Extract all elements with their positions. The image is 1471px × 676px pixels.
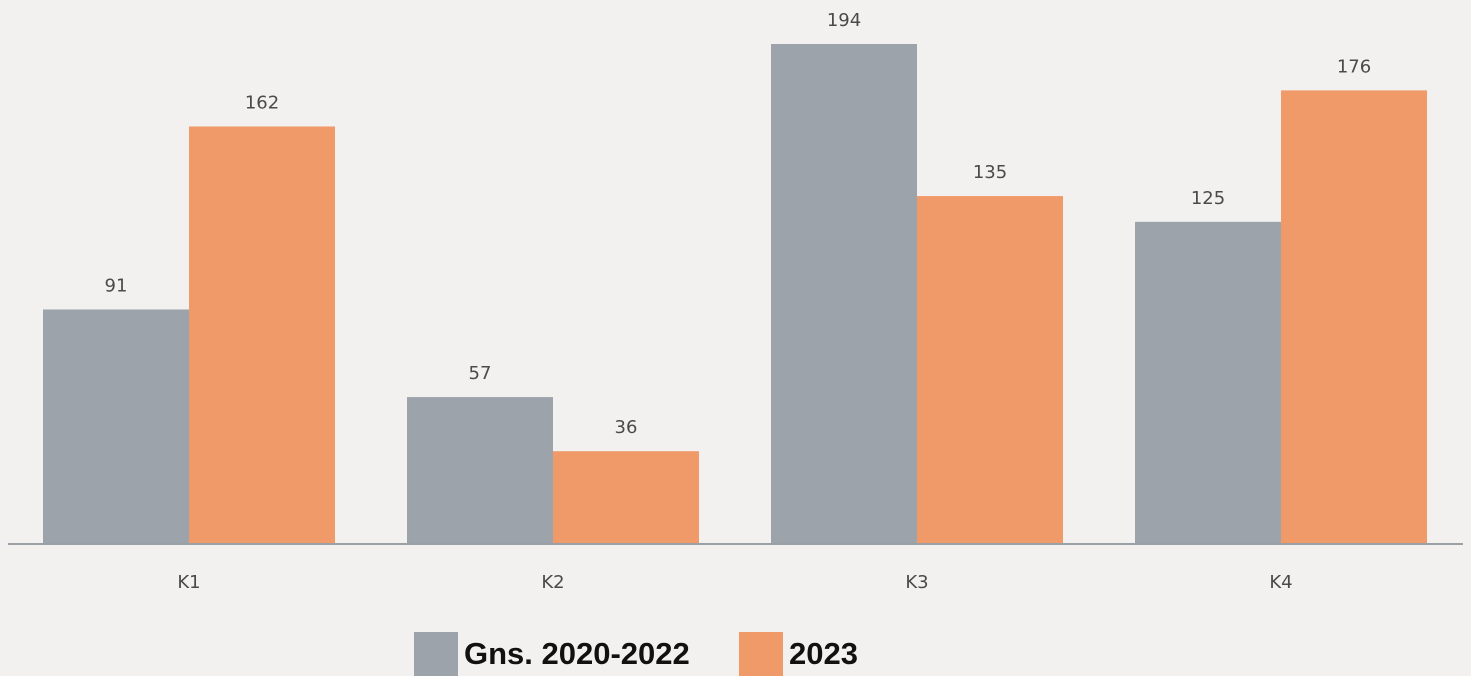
bar-k3-2023 (917, 196, 1063, 544)
bar-chart: 91 162 57 36 194 135 125 176 K1 K2 K3 K4 (8, 10, 1463, 593)
bar-k3-average (771, 44, 917, 544)
x-tick-label-k1: K1 (177, 572, 200, 593)
value-label-k3-average: 194 (827, 10, 861, 31)
bar-k4-2023 (1281, 90, 1427, 544)
legend-label-average: Gns. 2020-2022 (464, 636, 690, 671)
x-tick-label-k3: K3 (905, 572, 928, 593)
legend-item-average: Gns. 2020-2022 (414, 632, 690, 676)
value-label-k3-2023: 135 (973, 162, 1007, 183)
x-tick-label-k4: K4 (1269, 572, 1292, 593)
bar-k1-average (43, 309, 189, 544)
x-tick-label-k2: K2 (541, 572, 564, 593)
legend-swatch-average (414, 632, 458, 676)
legend: Gns. 2020-2022 2023 (0, 632, 1471, 676)
value-labels-group: 91 162 57 36 194 135 125 176 (105, 10, 1372, 438)
value-label-k2-average: 57 (469, 363, 492, 384)
value-label-k4-2023: 176 (1337, 56, 1371, 77)
bar-k2-2023 (553, 451, 699, 544)
bars-group (43, 44, 1427, 544)
legend-swatch-2023 (739, 632, 783, 676)
value-label-k1-2023: 162 (245, 92, 279, 113)
value-label-k2-2023: 36 (615, 417, 638, 438)
legend-item-2023: 2023 (739, 632, 858, 676)
value-label-k4-average: 125 (1191, 188, 1225, 209)
value-label-k1-average: 91 (105, 275, 128, 296)
bar-k1-2023 (189, 126, 335, 544)
bar-k2-average (407, 397, 553, 544)
x-tick-labels-group: K1 K2 K3 K4 (177, 572, 1292, 593)
legend-label-2023: 2023 (789, 636, 858, 671)
bar-k4-average (1135, 221, 1281, 544)
